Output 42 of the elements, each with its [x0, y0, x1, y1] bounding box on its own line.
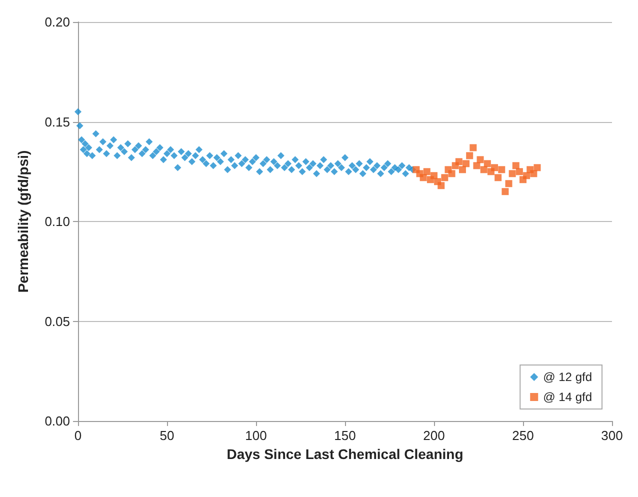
- legend-label: @ 12 gfd: [543, 370, 592, 384]
- x-tick-label: 300: [601, 428, 623, 443]
- point: [530, 170, 538, 178]
- x-tick-label: 250: [512, 428, 534, 443]
- point: [484, 160, 491, 168]
- x-tick-label: 100: [245, 428, 267, 443]
- point: [448, 170, 456, 178]
- y-tick-label: 0.15: [44, 114, 70, 130]
- point: [523, 172, 530, 180]
- point: [423, 168, 430, 176]
- point: [476, 156, 484, 164]
- legend-label: @ 14 gfd: [543, 390, 592, 404]
- y-tick-label: 0.00: [44, 414, 70, 428]
- y-tick-label: 0.20: [44, 14, 70, 30]
- point: [455, 158, 462, 166]
- x-tick-label: 200: [423, 428, 445, 443]
- point: [473, 162, 480, 170]
- point: [498, 166, 506, 174]
- x-axis-title: Days Since Last Chemical Cleaning: [226, 446, 464, 462]
- x-tick-label: 50: [160, 428, 174, 443]
- y-tick-label: 0.10: [44, 214, 70, 229]
- point: [505, 180, 512, 188]
- point: [462, 160, 470, 168]
- point: [491, 164, 498, 172]
- point: [508, 170, 516, 178]
- x-tick-label: 0: [74, 428, 82, 443]
- point: [494, 174, 502, 182]
- point: [516, 168, 523, 176]
- point: [458, 166, 466, 174]
- point: [480, 166, 488, 174]
- point: [470, 144, 477, 152]
- x-tick-label: 150: [334, 428, 356, 443]
- y-tick-label: 0.05: [44, 314, 70, 329]
- point: [512, 162, 520, 170]
- point: [466, 152, 474, 160]
- point: [438, 182, 445, 190]
- point: [502, 188, 509, 196]
- point: [534, 164, 541, 172]
- y-axis-title: Permeability (gfd/psi): [15, 150, 31, 293]
- point: [441, 174, 448, 182]
- point: [420, 174, 427, 182]
- point: [430, 172, 438, 180]
